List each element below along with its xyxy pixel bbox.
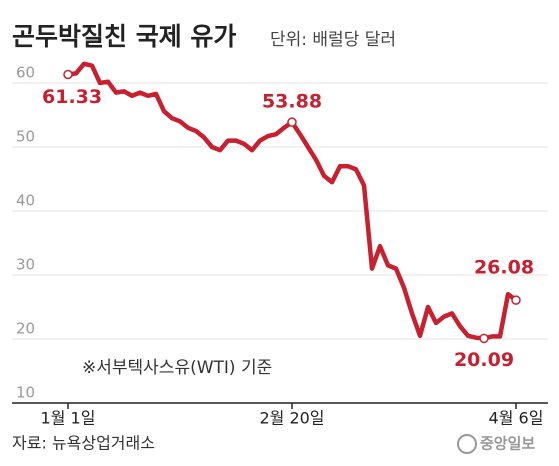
data-label: 26.08: [474, 257, 534, 279]
logo-icon: [457, 434, 477, 454]
point: [479, 333, 489, 344]
y-tick-label: 10: [16, 384, 35, 402]
source: 자료: 뉴욕상업거래소: [12, 434, 155, 453]
x-tick-label: 1월 1일: [41, 409, 96, 428]
chart-title: 곤두박질친 국제 유가: [12, 22, 236, 51]
data-label: 53.88: [262, 91, 322, 113]
point: [63, 69, 73, 80]
note: ※서부텍사스유(WTI) 기준: [82, 358, 272, 378]
y-tick-label: 20: [16, 320, 35, 338]
y-tick-label: 60: [16, 64, 35, 82]
data-label: 20.09: [454, 349, 514, 371]
point: [287, 117, 297, 127]
point: [511, 295, 521, 305]
data-label: 61.33: [42, 86, 102, 108]
y-tick-label: 40: [16, 192, 35, 210]
y-tick-label: 50: [16, 128, 35, 146]
logo: 중앙일보: [480, 435, 535, 453]
chart-subtitle: 단위: 배럴당 달러: [270, 30, 396, 50]
x-tick-label: 4월 6일: [489, 409, 544, 428]
y-tick-label: 30: [16, 256, 35, 274]
x-tick-label: 2월 20일: [259, 409, 324, 428]
